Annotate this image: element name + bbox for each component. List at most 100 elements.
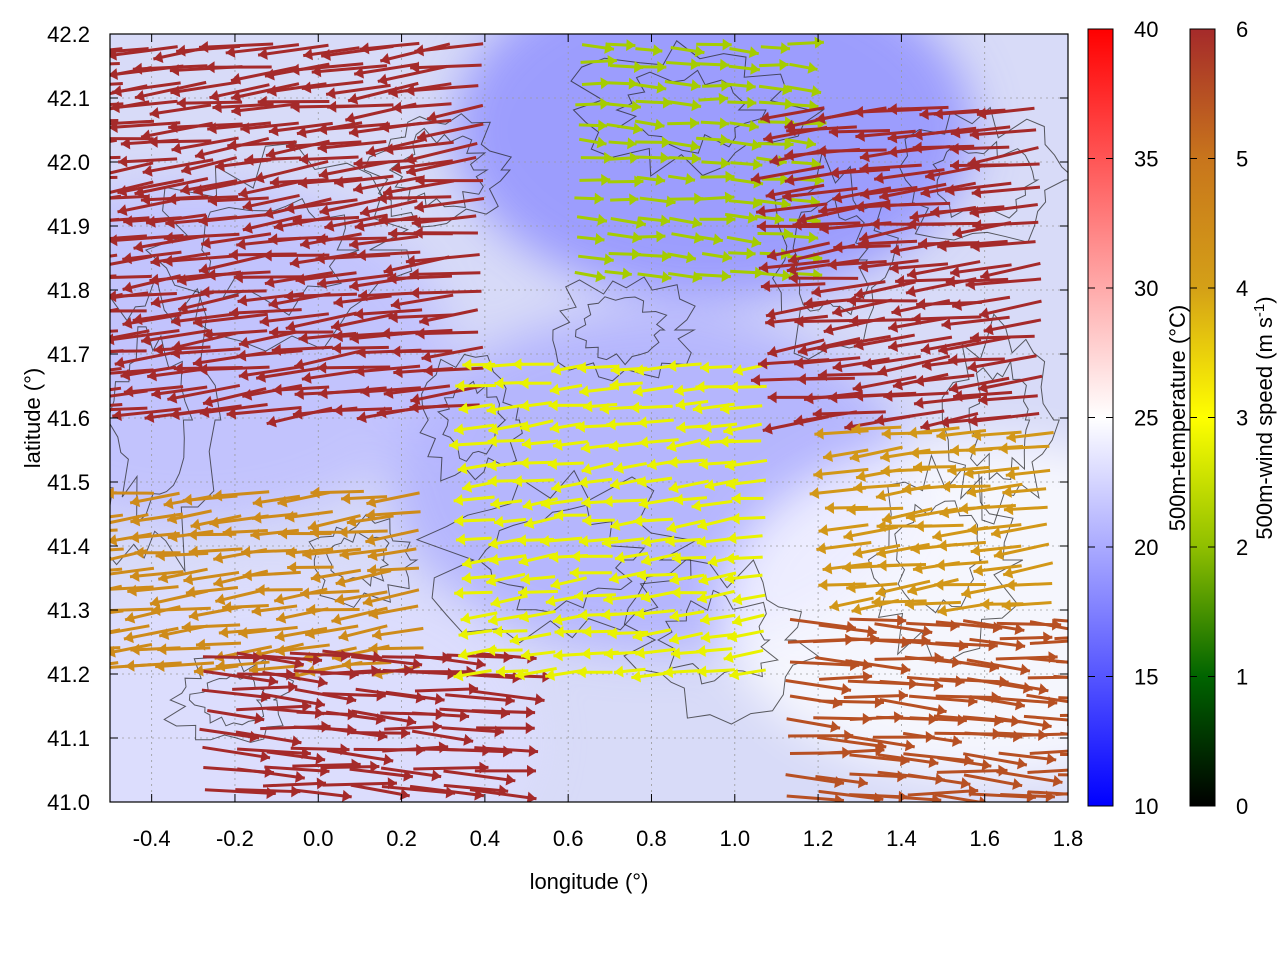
- wind-arrow-shaft: [794, 320, 858, 321]
- wind-arrow-shaft: [410, 273, 481, 275]
- wind-arrow-head: [1076, 671, 1085, 683]
- wind-arrow-shaft: [472, 711, 535, 713]
- wind-arrow-head: [96, 605, 105, 617]
- wind-arrow-head: [83, 119, 92, 131]
- wind-arrow-shaft: [415, 332, 478, 334]
- wind-arrow-shaft: [322, 783, 397, 785]
- x-tick-label: 0.2: [386, 826, 417, 851]
- wind-arrow-shaft: [89, 351, 147, 352]
- wind-arrow-shaft: [234, 277, 304, 278]
- y-tick-label: 42.0: [47, 150, 90, 175]
- wind-arrow-head: [1113, 629, 1122, 641]
- wind-arrow-head: [79, 133, 88, 145]
- wind-arrow-head: [92, 628, 102, 640]
- x-tick-label: -0.2: [216, 826, 254, 851]
- wind-arrow-shaft: [72, 530, 118, 532]
- wind-arrow-head: [1116, 735, 1126, 747]
- wind-colorbar-label-main: 500m-wind speed (m s: [1252, 317, 1277, 540]
- wind-arrow-head: [83, 262, 93, 274]
- wind-arrow-head: [59, 389, 69, 401]
- wind-arrow-shaft: [90, 276, 152, 278]
- wind-arrow-head: [95, 518, 105, 530]
- temperature-colorbar-tick-label: 35: [1134, 147, 1158, 172]
- x-tick-label: 0.8: [636, 826, 667, 851]
- y-tick-label: 41.1: [47, 726, 90, 751]
- y-tick-label: 42.2: [47, 22, 90, 47]
- wind-colorbar-tick-label: 3: [1236, 406, 1248, 431]
- wind-colorbar-tick-label: 1: [1236, 665, 1248, 690]
- wind-arrow-head: [1114, 694, 1123, 706]
- wind-arrow-head: [91, 368, 100, 380]
- wind-arrow-shaft: [829, 130, 890, 132]
- wind-arrow-shaft: [46, 177, 118, 178]
- wind-arrow-shaft: [817, 150, 887, 151]
- wind-colorbar-tick-label: 4: [1236, 276, 1248, 301]
- wind-arrow-shaft: [819, 701, 884, 703]
- y-tick-label: 42.1: [47, 86, 90, 111]
- wind-arrow-head: [50, 303, 60, 315]
- wind-arrow-head: [98, 662, 107, 674]
- y-tick-label: 41.5: [47, 470, 90, 495]
- wind-arrow-shaft: [888, 107, 949, 109]
- wind-arrow-head: [57, 60, 66, 72]
- wind-arrow-head: [91, 556, 101, 568]
- wind-arrow-head: [58, 240, 68, 252]
- wind-arrow-head: [1113, 659, 1122, 671]
- y-tick-label: 41.7: [47, 342, 90, 367]
- wind-arrow-shaft: [200, 291, 266, 292]
- wind-arrow-head: [1113, 770, 1122, 782]
- wind-arrow-head: [89, 392, 99, 404]
- wind-arrow-shaft: [907, 223, 980, 224]
- wind-arrow-shaft: [391, 351, 452, 352]
- wind-arrow-shaft: [849, 320, 915, 321]
- wind-arrow-head: [72, 515, 82, 527]
- wind-arrow-head: [1116, 749, 1125, 761]
- wind-arrow-shaft: [881, 203, 950, 205]
- wind-arrow-shaft: [410, 291, 481, 293]
- wind-arrow-head: [89, 346, 98, 358]
- plot-area: [0, 0, 1245, 908]
- y-tick-label: 41.8: [47, 278, 90, 303]
- wind-arrow-head: [68, 643, 77, 655]
- wind-colorbar-tick-label: 0: [1236, 794, 1248, 819]
- temperature-colorbar-tick-label: 15: [1134, 665, 1158, 690]
- wind-arrow-head: [105, 487, 114, 499]
- wind-arrow-shaft: [1023, 733, 1092, 735]
- wind-arrow-head: [52, 200, 62, 212]
- wind-arrow-head: [65, 633, 75, 645]
- wind-arrow-shaft: [378, 197, 452, 199]
- temperature-colorbar-label: 500m-temperature (°C): [1165, 305, 1190, 531]
- wind-arrow-head: [97, 584, 106, 596]
- wind-arrow-shaft: [177, 102, 242, 103]
- wind-colorbar-label: 500m-wind speed (m s-1): [1251, 296, 1277, 539]
- wind-arrow-shaft: [56, 121, 118, 122]
- wind-arrow-head: [1073, 624, 1083, 636]
- y-tick-label: 41.6: [47, 406, 90, 431]
- wind-arrow-shaft: [970, 336, 1035, 338]
- y-tick-label: 41.2: [47, 662, 90, 687]
- wind-arrow-head: [44, 315, 54, 327]
- temperature-colorbar-tick-label: 40: [1134, 17, 1158, 42]
- wind-arrow-shaft: [317, 367, 390, 368]
- y-axis-label: latitude (°): [20, 368, 45, 469]
- x-tick-label: 0.6: [553, 826, 584, 851]
- y-tick-label: 41.9: [47, 214, 90, 239]
- wind-arrow-head: [99, 568, 109, 580]
- wind-arrow-shaft: [413, 767, 488, 769]
- x-tick-label: 1.8: [1053, 826, 1084, 851]
- x-tick-label: 1.6: [969, 826, 1000, 851]
- x-tick-label: 1.0: [719, 826, 750, 851]
- temperature-colorbar-tick-label: 30: [1134, 276, 1158, 301]
- wind-arrow-head: [1113, 674, 1122, 686]
- x-tick-label: 1.4: [886, 826, 917, 851]
- wind-arrow-head: [56, 115, 65, 127]
- wind-colorbar-label-sup: -1: [1251, 304, 1268, 317]
- wind-arrow-head: [68, 567, 77, 579]
- x-tick-label: 0.0: [303, 826, 334, 851]
- wind-arrow-shaft: [149, 141, 212, 142]
- wind-arrow-head: [50, 49, 60, 61]
- y-tick-label: 41.3: [47, 598, 90, 623]
